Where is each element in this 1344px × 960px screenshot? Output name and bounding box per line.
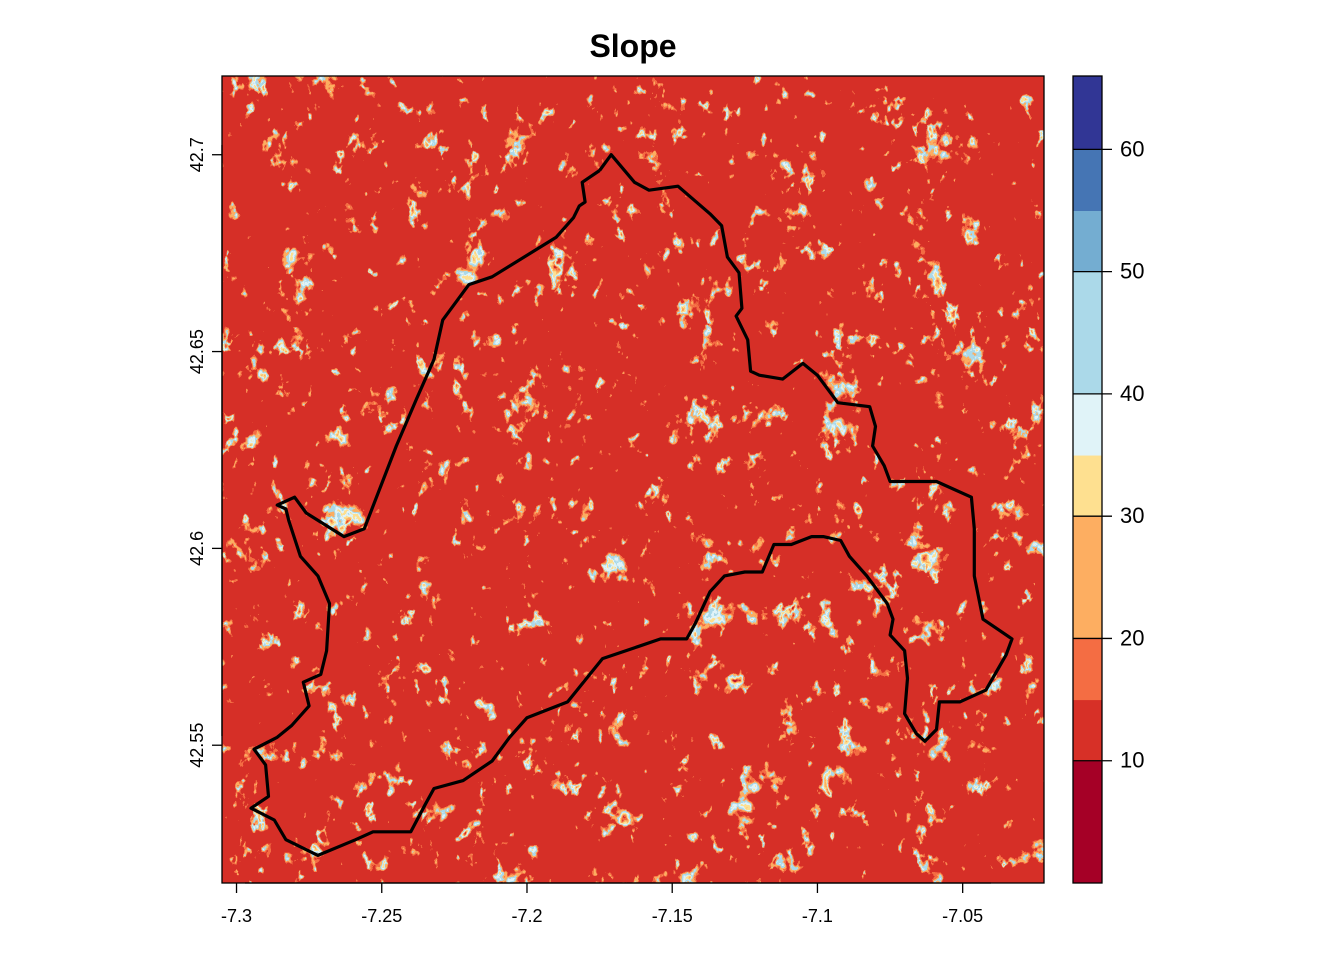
colorbar: 10 20 30 40 50 60 [1072,75,1144,884]
x-tick-label: -7.2 [511,906,542,926]
colorbar-band [1073,638,1102,701]
colorbar-tick-label: 60 [1120,136,1144,161]
x-tick-label: -7.3 [221,906,252,926]
colorbar-band [1073,516,1102,578]
y-tick-label: 42.55 [187,723,207,768]
watershed-boundary [249,153,1014,858]
colorbar-band [1073,210,1102,273]
colorbar-tick-label: 30 [1120,503,1144,528]
x-tick-label: -7.1 [802,906,833,926]
x-tick-label: -7.15 [652,906,693,926]
y-tick-label: 42.7 [187,137,207,172]
colorbar-band [1073,577,1102,639]
colorbar-band [1073,149,1102,211]
colorbar-band [1073,455,1102,517]
colorbar-band [1073,271,1102,334]
y-tick-label: 42.6 [187,531,207,566]
colorbar-band [1073,760,1102,823]
colorbar-band [1073,76,1102,150]
colorbar-band [1073,393,1102,456]
x-tick-label: -7.05 [942,906,983,926]
colorbar-tick-label: 20 [1120,625,1144,650]
y-tick-label: 42.65 [187,329,207,374]
colorbar-tick-label: 50 [1120,259,1144,284]
colorbar-band [1073,821,1102,884]
x-axis: -7.3 -7.25 -7.2 -7.15 -7.1 -7.05 [221,882,991,926]
map-title: Slope [589,28,676,64]
x-tick-label: -7.25 [361,906,402,926]
colorbar-band [1073,332,1102,395]
colorbar-band [1073,699,1102,762]
slope-raster [222,76,1044,883]
y-axis: 42.55 42.6 42.65 42.7 [187,137,223,768]
colorbar-tick-label: 40 [1120,381,1144,406]
colorbar-frame [1072,75,1103,884]
colorbar-tick-label: 10 [1120,748,1144,773]
